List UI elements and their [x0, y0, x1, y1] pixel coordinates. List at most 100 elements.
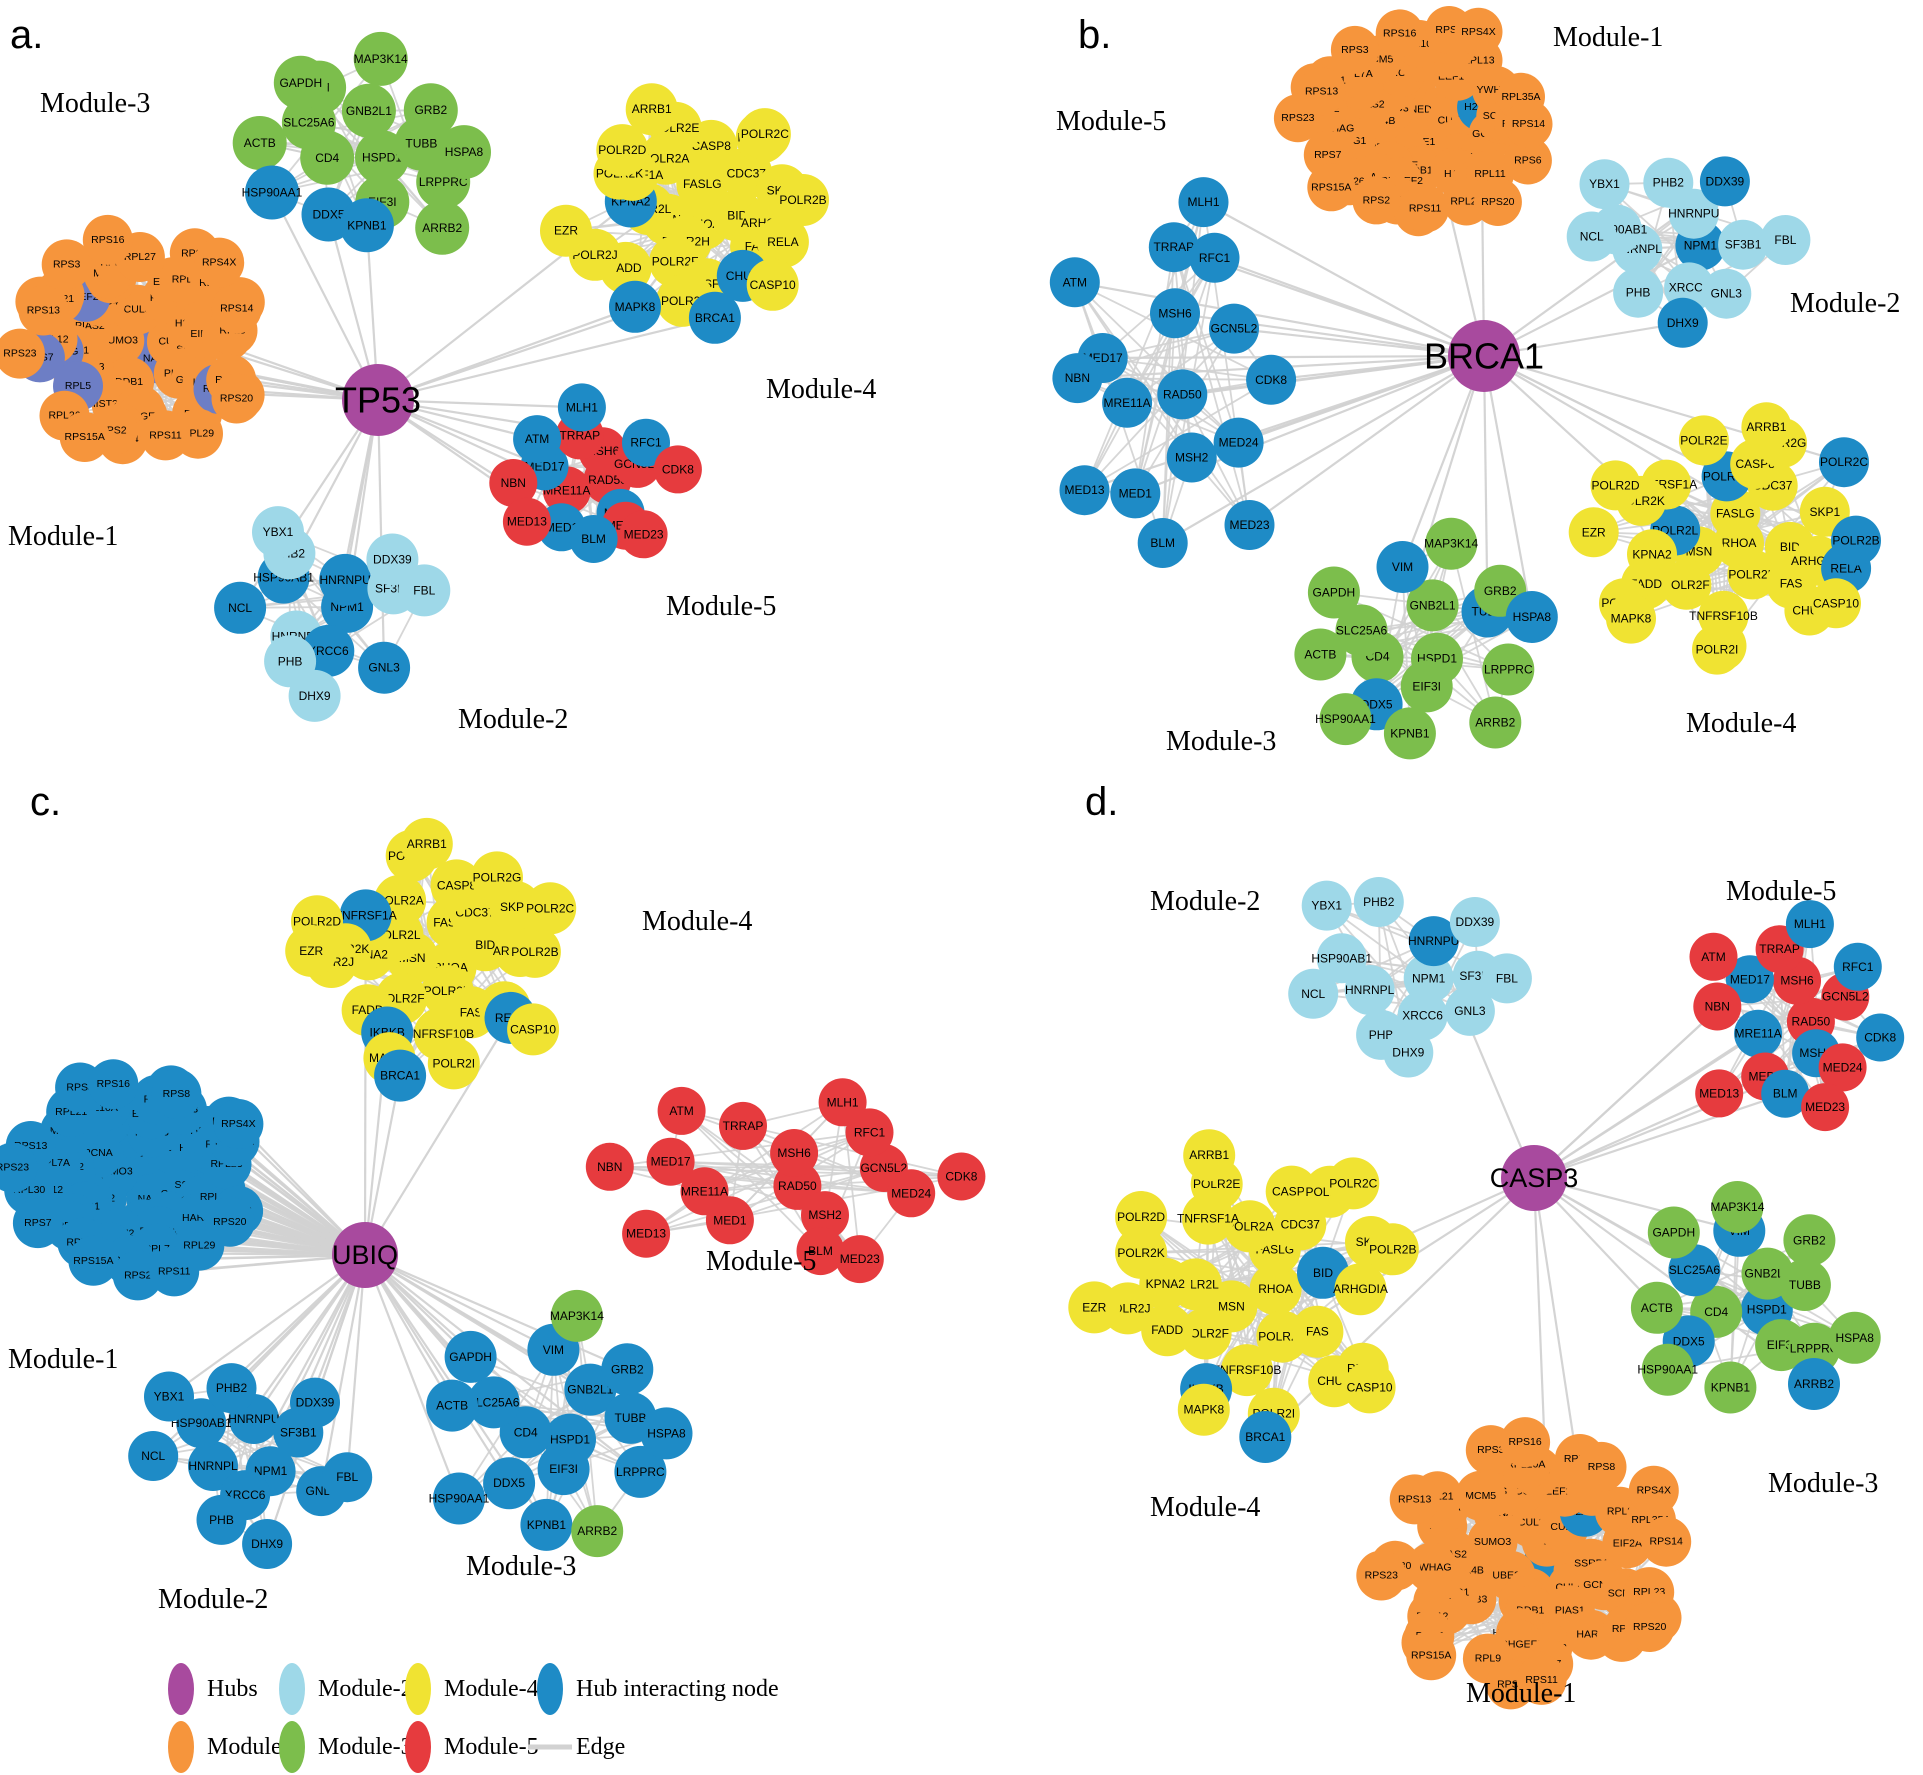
node-ATM[interactable] — [657, 1086, 706, 1135]
node-RPS4X[interactable] — [1628, 1465, 1679, 1516]
node-MSH2[interactable] — [801, 1191, 849, 1240]
node-MED23[interactable] — [619, 510, 668, 559]
node-POLR2B[interactable] — [508, 925, 561, 978]
node-RPS16[interactable] — [1375, 9, 1424, 58]
node-RPS3[interactable] — [41, 239, 92, 290]
node-PHB2[interactable] — [206, 1363, 257, 1414]
node-MED13[interactable] — [1695, 1069, 1744, 1118]
hub-node-UBIQ[interactable] — [332, 1222, 398, 1288]
node-MLH1[interactable] — [818, 1078, 867, 1127]
node-GNB2L1[interactable] — [1406, 579, 1459, 632]
node-BLM[interactable] — [796, 1227, 845, 1276]
node-NCL[interactable] — [1288, 968, 1339, 1019]
node-HSPA8[interactable] — [437, 125, 491, 180]
node-HSP90AA1[interactable] — [1319, 693, 1372, 746]
node-ARRB1[interactable] — [625, 83, 678, 136]
node-BLM[interactable] — [569, 515, 618, 563]
node-HSP90AA1[interactable] — [1641, 1343, 1694, 1396]
node-RFC1[interactable] — [1833, 942, 1882, 991]
node-EZR[interactable] — [1568, 507, 1619, 558]
node-RPS14[interactable] — [1504, 100, 1553, 149]
node-HSPA8[interactable] — [1828, 1311, 1881, 1364]
node-RPS14[interactable] — [1641, 1516, 1692, 1567]
node-ACTB[interactable] — [1294, 628, 1347, 681]
node-TRRAP[interactable] — [719, 1101, 767, 1150]
node-GNB2L1[interactable] — [341, 83, 396, 138]
node-DDX39[interactable] — [366, 533, 419, 586]
node-POLR2D[interactable] — [1115, 1191, 1168, 1243]
node-LRPPRC[interactable] — [614, 1445, 667, 1498]
node-RPS23[interactable] — [1356, 1550, 1407, 1601]
node-VIM[interactable] — [1376, 541, 1429, 593]
node-RPS20[interactable] — [1473, 178, 1522, 226]
node-ACTB[interactable] — [426, 1379, 479, 1432]
node-MSH6[interactable] — [770, 1129, 819, 1177]
node-RPS15A[interactable] — [68, 1235, 119, 1286]
node-CASP8[interactable] — [1265, 1165, 1318, 1218]
node-GAPDH[interactable] — [273, 55, 328, 110]
node-YBX1[interactable] — [144, 1371, 194, 1422]
node-MED23[interactable] — [1801, 1083, 1850, 1132]
node-RPS11[interactable] — [1516, 1654, 1567, 1705]
node-PHB2[interactable] — [1353, 877, 1404, 927]
node-MED24[interactable] — [887, 1169, 936, 1218]
node-RPS8[interactable] — [151, 1068, 202, 1119]
node-MLH1[interactable] — [1785, 900, 1834, 949]
node-RPS23[interactable] — [0, 328, 45, 379]
node-RPS11[interactable] — [140, 410, 191, 461]
node-RPS13[interactable] — [1389, 1474, 1440, 1525]
node-ARRB1[interactable] — [1183, 1129, 1236, 1182]
node-POLR2F[interactable] — [1661, 559, 1712, 610]
node-LRPPRC[interactable] — [1482, 643, 1535, 696]
node-CASP10[interactable] — [1811, 578, 1861, 629]
node-POLR2D[interactable] — [1590, 460, 1641, 511]
node-RPS16[interactable] — [1500, 1417, 1551, 1468]
node-RPS13[interactable] — [18, 285, 69, 336]
node-GNL3[interactable] — [1444, 985, 1495, 1036]
node-RPS15A[interactable] — [59, 412, 110, 462]
node-MED1[interactable] — [705, 1196, 754, 1245]
node-EIF3I[interactable] — [1400, 660, 1453, 713]
node-HNRNPL[interactable] — [188, 1441, 238, 1491]
node-GAPDH[interactable] — [1307, 566, 1360, 619]
node-POLR2C[interactable] — [524, 882, 577, 935]
node-HNRNPU[interactable] — [319, 553, 372, 606]
node-POLR2G[interactable] — [471, 851, 523, 904]
node-POLR2I[interactable] — [1692, 624, 1742, 675]
node-RPS23[interactable] — [0, 1142, 38, 1193]
node-POLR2K[interactable] — [1115, 1226, 1168, 1279]
hub-node-BRCA1[interactable] — [1448, 320, 1520, 392]
node-FBL[interactable] — [322, 1452, 373, 1503]
node-MSH2[interactable] — [1166, 432, 1217, 483]
node-FADD[interactable] — [1141, 1304, 1194, 1357]
node-CASP8[interactable] — [430, 859, 483, 912]
node-BLM[interactable] — [1137, 518, 1188, 568]
node-GCN5L2[interactable] — [1209, 303, 1259, 354]
node-DHX9[interactable] — [1657, 297, 1708, 348]
node-ARRB2[interactable] — [415, 200, 470, 255]
node-MED23[interactable] — [835, 1235, 884, 1284]
node-YBX1[interactable] — [1301, 880, 1352, 931]
node-MED24[interactable] — [1213, 417, 1264, 468]
node-HSP90AA1[interactable] — [433, 1472, 485, 1525]
hub-node-TP53[interactable] — [342, 364, 414, 436]
node-MAPK8[interactable] — [1606, 593, 1656, 644]
node-HSP90AA1[interactable] — [245, 165, 299, 220]
node-MLH1[interactable] — [557, 383, 606, 432]
node-GRB2[interactable] — [1783, 1214, 1836, 1267]
node-POLR2C[interactable] — [1327, 1157, 1380, 1210]
node-EZR[interactable] — [1068, 1281, 1121, 1334]
node-MRE11A[interactable] — [1734, 1009, 1783, 1058]
node-GNL3[interactable] — [358, 641, 411, 694]
node-NCL[interactable] — [1566, 211, 1617, 262]
node-POLR2F[interactable] — [1179, 1307, 1232, 1360]
node-EZR[interactable] — [540, 204, 592, 257]
node-POLR2H[interactable] — [1727, 549, 1778, 600]
node-RPS11[interactable] — [149, 1246, 200, 1297]
node-HSP90AB1[interactable] — [1316, 933, 1367, 984]
node-MAP3K14[interactable] — [550, 1289, 603, 1342]
node-ACTB[interactable] — [232, 116, 287, 170]
node-RPS23[interactable] — [1273, 94, 1322, 143]
node-RPS2[interactable] — [1352, 176, 1401, 225]
node-PHB2[interactable] — [1643, 157, 1694, 208]
